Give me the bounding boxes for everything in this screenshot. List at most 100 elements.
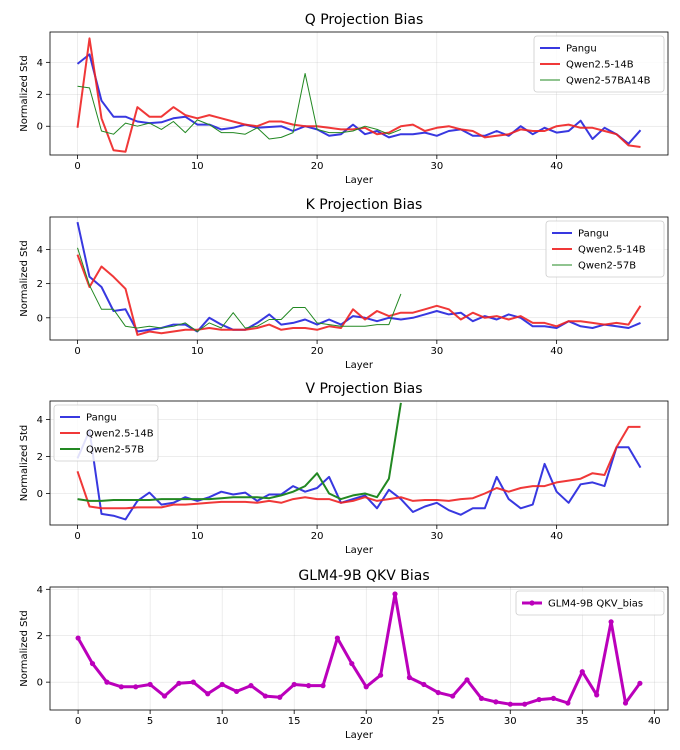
x-tick-label: 10 <box>191 346 204 357</box>
legend: Pangu Qwen2.5-14B Qwen2-57B <box>545 220 665 278</box>
data-point <box>89 660 96 667</box>
data-point <box>305 683 312 689</box>
y-axis-label: Normalized Std <box>19 610 30 687</box>
x-tick-label: 40 <box>550 161 563 172</box>
x-axis-label: Layer <box>345 730 374 741</box>
x-tick-label: 40 <box>550 346 563 357</box>
data-point <box>637 680 643 686</box>
data-point <box>161 693 168 699</box>
y-tick-label: 2 <box>37 631 43 642</box>
glm4-qkv-chart: 0 5 10 15 20 25 30 35 40 0 2 4 Layer Normalized Std GL… <box>19 585 669 741</box>
x-tick-label: 15 <box>288 716 301 727</box>
data-point <box>507 701 513 707</box>
legend-label: Qwen2.5-14B <box>86 429 154 440</box>
x-axis-label: Layer <box>345 360 374 371</box>
legend: GLM4-9B QKV_bias <box>515 590 665 616</box>
legend-label: Qwen2.5-14B <box>566 60 634 71</box>
series-line <box>76 221 641 333</box>
plot-frame <box>49 586 669 711</box>
k-projection-chart: 0 10 20 30 40 0 2 4 Layer Normalized Std Pangu Qwen… <box>19 216 669 371</box>
data-point <box>190 679 196 685</box>
x-tick-label: 30 <box>430 346 443 357</box>
y-tick-label: 4 <box>37 58 43 69</box>
y-axis-label: Normalized Std <box>19 240 30 317</box>
x-tick-label: 20 <box>311 531 324 542</box>
y-axis-label: Normalized Std <box>19 425 30 502</box>
y-tick-label: 4 <box>37 415 43 426</box>
data-point <box>233 688 240 695</box>
data-point <box>421 681 427 688</box>
data-point <box>594 692 600 698</box>
legend: Pangu Qwen2.5-14B Qwen2-57BA14B <box>533 35 665 93</box>
y-tick-label: 2 <box>37 452 43 463</box>
chart-title-k: K Projection Bias <box>306 197 423 213</box>
data-point <box>478 695 485 701</box>
y-tick-label: 0 <box>37 313 43 324</box>
y-tick-label: 2 <box>37 90 43 101</box>
data-point <box>147 681 153 688</box>
series-line <box>77 402 402 502</box>
plot-frame <box>49 31 669 156</box>
legend-label: Qwen2-57B <box>578 261 636 272</box>
legend-label: Qwen2.5-14B <box>578 245 646 256</box>
data-point <box>450 693 456 699</box>
data-point <box>378 672 384 678</box>
x-tick-label: 10 <box>191 531 204 542</box>
y-tick-label: 0 <box>37 122 43 133</box>
series-line <box>76 592 642 706</box>
x-tick-label: 25 <box>432 716 445 727</box>
y-tick-label: 0 <box>37 678 43 689</box>
data-point <box>133 684 139 690</box>
data-point <box>608 619 614 625</box>
x-tick-label: 20 <box>311 161 324 172</box>
x-tick-label: 20 <box>311 346 324 357</box>
data-point <box>493 699 499 705</box>
legend-frame <box>53 404 159 462</box>
legend-label: GLM4-9B QKV_bias <box>548 599 643 610</box>
chart-title-glm: GLM4-9B QKV Bias <box>298 568 429 584</box>
x-tick-label: 0 <box>75 716 81 727</box>
data-point <box>536 696 542 703</box>
data-point <box>248 683 254 689</box>
x-tick-label: 10 <box>191 161 204 172</box>
legend-marker <box>529 600 535 606</box>
series-line <box>76 425 641 510</box>
chart-title-q: Q Projection Bias <box>305 12 424 28</box>
data-point <box>579 669 585 675</box>
series-line <box>77 247 402 332</box>
data-point <box>550 695 557 701</box>
data-point <box>219 681 225 688</box>
x-axis-label: Layer <box>345 175 374 186</box>
legend-label: Qwen2-57B <box>86 445 144 456</box>
x-tick-label: 0 <box>74 161 80 172</box>
x-tick-label: 30 <box>430 161 443 172</box>
data-point <box>277 694 283 700</box>
data-point <box>118 684 124 690</box>
x-tick-label: 10 <box>216 716 229 727</box>
q-projection-chart: 0 10 20 30 40 0 2 4 Layer Normalized Std Pangu Qwen… <box>19 31 669 186</box>
series-line <box>76 429 642 521</box>
data-point <box>75 635 81 641</box>
legend-label: Pangu <box>86 413 117 424</box>
y-tick-label: 4 <box>37 245 43 256</box>
legend-frame <box>515 590 665 616</box>
x-tick-label: 30 <box>504 716 517 727</box>
legend-frame <box>545 220 665 278</box>
data-point <box>522 701 528 707</box>
data-point <box>435 689 441 696</box>
data-point <box>406 674 413 681</box>
data-point <box>363 684 369 690</box>
data-point <box>334 635 340 641</box>
series-line <box>76 254 642 336</box>
data-point <box>176 680 182 686</box>
data-point <box>262 693 268 699</box>
x-tick-label: 20 <box>360 716 373 727</box>
v-projection-chart: 0 10 20 30 40 0 2 4 Layer Normalized Std Pangu Qwen… <box>19 400 669 556</box>
x-tick-label: 5 <box>147 716 153 727</box>
data-point <box>104 679 110 685</box>
x-tick-label: 40 <box>550 531 563 542</box>
legend: Pangu Qwen2.5-14B Qwen2-57B <box>53 404 159 462</box>
chart-title-v: V Projection Bias <box>305 381 422 397</box>
data-point <box>205 691 211 697</box>
plot-frame <box>49 216 669 341</box>
